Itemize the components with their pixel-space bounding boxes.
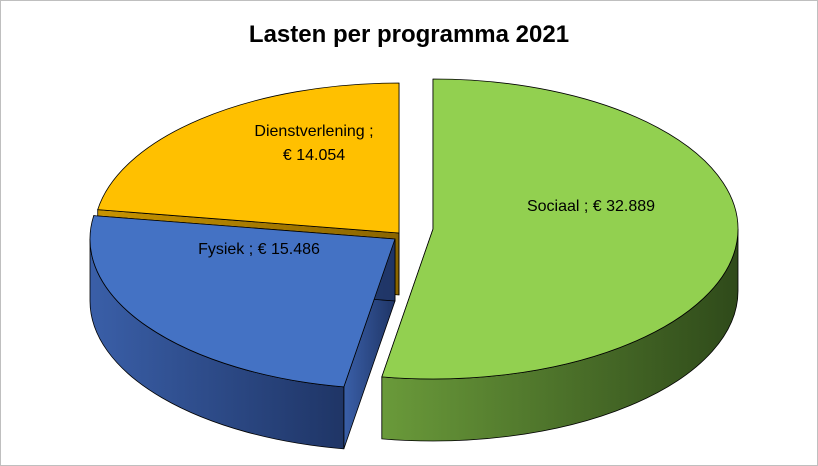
pie-slice-fysiek bbox=[89, 215, 396, 450]
data-label-fysiek: Fysiek ; € 15.486 bbox=[198, 241, 320, 258]
data-label-dienstverlening: Dienstverlening ; € 14.054 bbox=[254, 123, 373, 164]
data-label-dienstverlening-line1: Dienstverlening ; bbox=[254, 123, 373, 140]
data-label-fysiek-line1: Fysiek ; € 15.486 bbox=[198, 241, 320, 258]
chart-title: Lasten per programma 2021 bbox=[248, 21, 570, 48]
data-label-dienstverlening-line2: € 14.054 bbox=[283, 147, 345, 164]
data-label-sociaal: Sociaal ; € 32.889 bbox=[527, 198, 655, 215]
pie-slice-sociaal-top bbox=[381, 78, 739, 380]
data-label-sociaal-line1: Sociaal ; € 32.889 bbox=[527, 198, 655, 215]
pie-slice-sociaal bbox=[381, 78, 739, 442]
pie-slice-fysiek-top bbox=[89, 215, 396, 388]
pie-slice-dienstverlening-top bbox=[97, 82, 400, 234]
